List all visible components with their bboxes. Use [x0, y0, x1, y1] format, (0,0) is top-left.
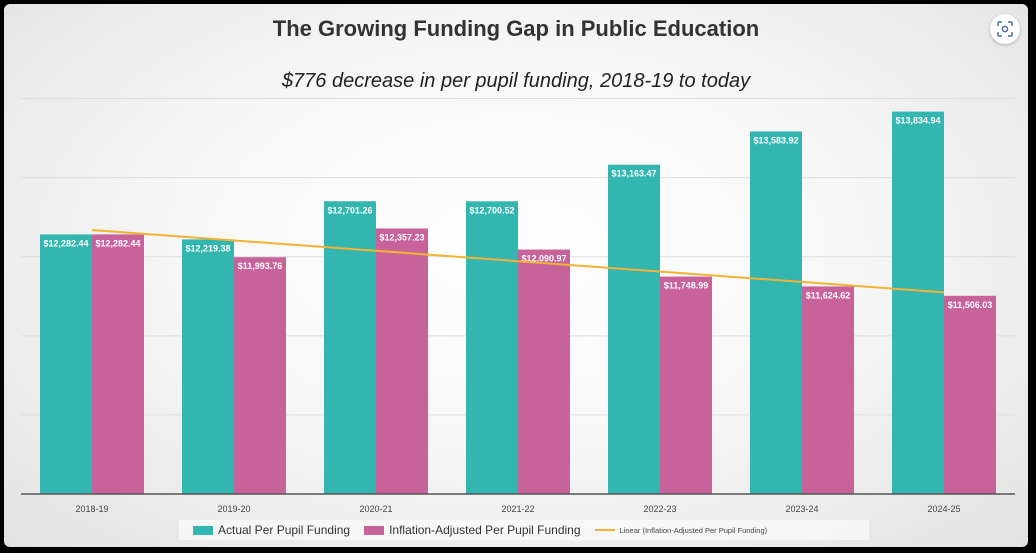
- lens-glyph: [997, 21, 1013, 37]
- bar-inflation: [518, 249, 570, 494]
- x-tick-label: 2024-25: [927, 504, 960, 514]
- chart-legend: Actual Per Pupil Funding Inflation-Adjus…: [179, 520, 869, 540]
- data-label-actual: $12,219.38: [185, 243, 230, 253]
- chart-subtitle: $776 decrease in per pupil funding, 2018…: [281, 70, 751, 92]
- chart-title: The Growing Funding Gap in Public Educat…: [272, 16, 760, 41]
- legend-swatch-inflation: [364, 525, 385, 535]
- legend-inflation: Inflation-Adjusted Per Pupil Funding: [364, 523, 581, 537]
- bar-actual: [892, 111, 944, 495]
- bar-inflation: [944, 295, 996, 494]
- bar-actual: [182, 239, 234, 494]
- lens-icon[interactable]: [990, 14, 1020, 44]
- legend-label-trend: Linear (Inflation-Adjusted Per Pupil Fun…: [619, 525, 768, 535]
- legend-label-actual: Actual Per Pupil Funding: [218, 523, 351, 537]
- data-label-actual: $12,700.52: [469, 205, 514, 215]
- data-label-inflation: $12,282.44: [95, 238, 140, 248]
- legend-swatch-actual: [193, 525, 213, 535]
- bar-inflation: [802, 286, 854, 494]
- data-label-actual: $13,583.92: [753, 135, 798, 145]
- bar-actual: [466, 201, 518, 494]
- data-label-actual: $13,163.47: [611, 169, 656, 179]
- legend-trend: Linear (Inflation-Adjusted Per Pupil Fun…: [594, 525, 768, 535]
- x-tick-label: 2019-20: [217, 504, 250, 514]
- legend-actual: Actual Per Pupil Funding: [193, 523, 350, 537]
- legend-swatch-trend: [594, 529, 615, 531]
- data-label-inflation: $12,357.23: [379, 232, 424, 242]
- bar-actual: [608, 164, 660, 494]
- bar-inflation: [234, 257, 286, 494]
- data-label-inflation: $11,993.76: [238, 261, 283, 271]
- bar-actual: [40, 234, 92, 494]
- x-tick-label: 2022-23: [643, 504, 676, 514]
- data-label-inflation: $12,090.97: [521, 254, 566, 264]
- x-tick-label: 2023-24: [785, 504, 818, 514]
- legend-label-inflation: Inflation-Adjusted Per Pupil Funding: [389, 523, 581, 537]
- data-label-actual: $12,282.44: [43, 238, 88, 248]
- bar-actual: [324, 201, 376, 494]
- bar-actual: [750, 131, 802, 494]
- x-tick-label: 2020-21: [359, 504, 392, 514]
- bar-inflation: [92, 234, 144, 494]
- bar-chart: $12,282.44 $12,282.44 2018-19 $12,219.38 $11…: [21, 98, 1015, 514]
- x-tick-label: 2018-19: [75, 504, 108, 514]
- data-label-inflation: $11,748.99: [664, 281, 709, 291]
- data-label-inflation: $11,624.62: [806, 290, 851, 300]
- bar-inflation: [660, 276, 712, 494]
- data-label-inflation: $11,506.03: [948, 300, 993, 310]
- data-label-actual: $12,701.26: [327, 205, 372, 215]
- trendline: [91, 229, 945, 294]
- x-tick-label: 2021-22: [501, 504, 534, 514]
- data-label-actual: $13,834.94: [895, 116, 940, 126]
- bar-inflation: [376, 228, 428, 494]
- chart-frame: The Growing Funding Gap in Public Educat…: [4, 4, 1028, 547]
